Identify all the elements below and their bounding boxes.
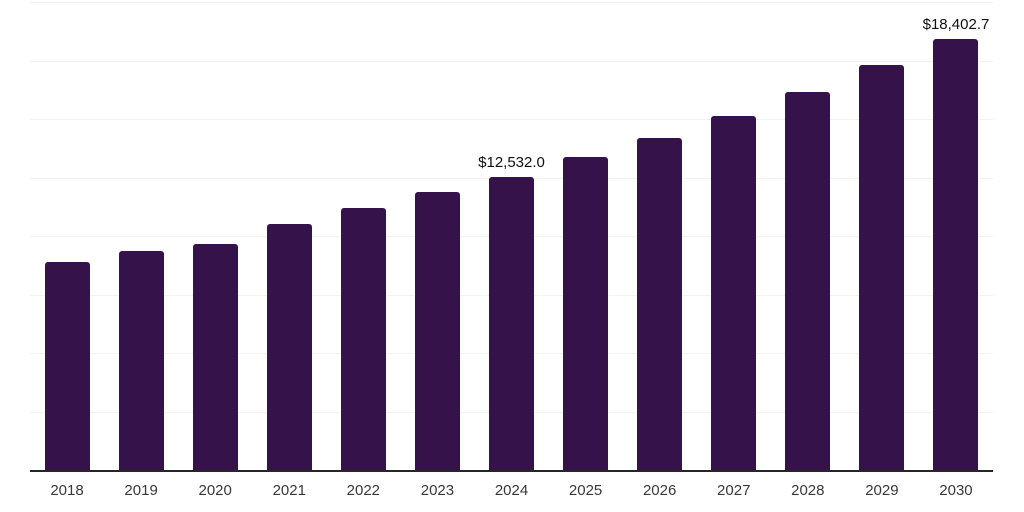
x-tick-2019: 2019: [124, 482, 158, 499]
data-label-2030: $18,402.7: [922, 16, 990, 34]
bar-slot-2026: [623, 2, 697, 470]
bar-slot-2027: [697, 2, 771, 470]
bar-slot-2024: $12,532.0: [474, 2, 548, 470]
bar-slot-2023: [400, 2, 474, 470]
bar-2024: [489, 176, 534, 470]
gridline-15000: [30, 119, 993, 120]
bar-2028: [785, 91, 831, 470]
bar-slot-2022: [326, 2, 400, 470]
bar-2025: [563, 157, 609, 470]
bar-2019: [118, 250, 164, 470]
bar-slot-2021: [252, 2, 326, 470]
x-tick-2021: 2021: [272, 482, 306, 499]
x-tick-2020: 2020: [198, 482, 232, 499]
x-tick-2024: 2024: [494, 482, 529, 499]
bar-2022: [340, 208, 386, 470]
x-tick-2028: 2028: [791, 482, 825, 499]
bar-2023: [414, 192, 460, 470]
x-tick-2022: 2022: [346, 482, 381, 499]
bar-2030: [933, 39, 979, 470]
data-label-2024: $12,532.0: [478, 153, 545, 171]
bar-slot-2020: [178, 2, 252, 470]
bar-slot-2029: [845, 2, 919, 470]
x-tick-2026: 2026: [642, 482, 677, 499]
bar-slot-2028: [771, 2, 845, 470]
bar-2021: [266, 223, 312, 470]
bar-2029: [859, 64, 905, 470]
x-tick-2030: 2030: [939, 482, 973, 499]
x-tick-2025: 2025: [568, 482, 603, 499]
bar-2026: [637, 137, 683, 470]
plot-area: $12,532.0 $18,402.7: [30, 2, 993, 472]
gridline-17500: [30, 60, 993, 62]
bar-slot-2019: [104, 2, 178, 470]
bar-2020: [192, 243, 238, 470]
x-axis-labels: 2018 2019 2020 2021 2022 2023 2024 2025 2026 2027…: [30, 481, 993, 501]
gridline-20000: [30, 2, 993, 3]
bar-2027: [711, 115, 757, 470]
bars-row: $12,532.0 $18,402.7: [30, 2, 993, 470]
bar-slot-2030: $18,402.7: [919, 2, 993, 470]
bar-slot-2018: [30, 2, 104, 470]
bar-slot-2025: [549, 2, 623, 470]
x-tick-2023: 2023: [420, 482, 455, 499]
x-tick-2029: 2029: [865, 482, 899, 499]
bar-2018: [44, 261, 90, 470]
x-tick-2027: 2027: [717, 482, 751, 499]
x-tick-2018: 2018: [50, 482, 84, 499]
